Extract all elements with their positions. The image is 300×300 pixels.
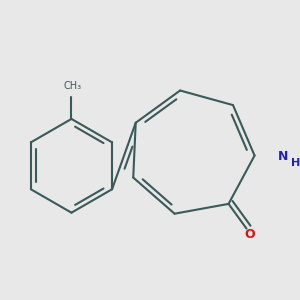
Text: N: N [278, 150, 288, 163]
Text: CH₃: CH₃ [64, 81, 82, 91]
Text: H: H [291, 158, 300, 168]
Text: O: O [244, 228, 255, 241]
